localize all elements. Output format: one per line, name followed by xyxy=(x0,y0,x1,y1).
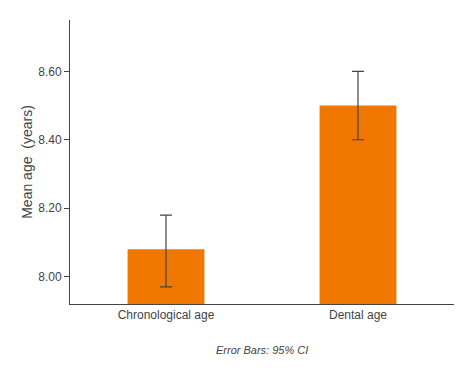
svg-text:Dental age: Dental age xyxy=(329,308,387,322)
svg-text:Chronological age: Chronological age xyxy=(118,308,215,322)
svg-text:8.60: 8.60 xyxy=(38,65,62,79)
svg-text:8.20: 8.20 xyxy=(38,201,62,215)
svg-text:8.00: 8.00 xyxy=(38,270,62,284)
svg-text:8.40: 8.40 xyxy=(38,133,62,147)
svg-text:Error Bars: 95% CI: Error Bars: 95% CI xyxy=(216,344,308,356)
svg-text:Mean age (years): Mean age (years) xyxy=(19,105,35,219)
